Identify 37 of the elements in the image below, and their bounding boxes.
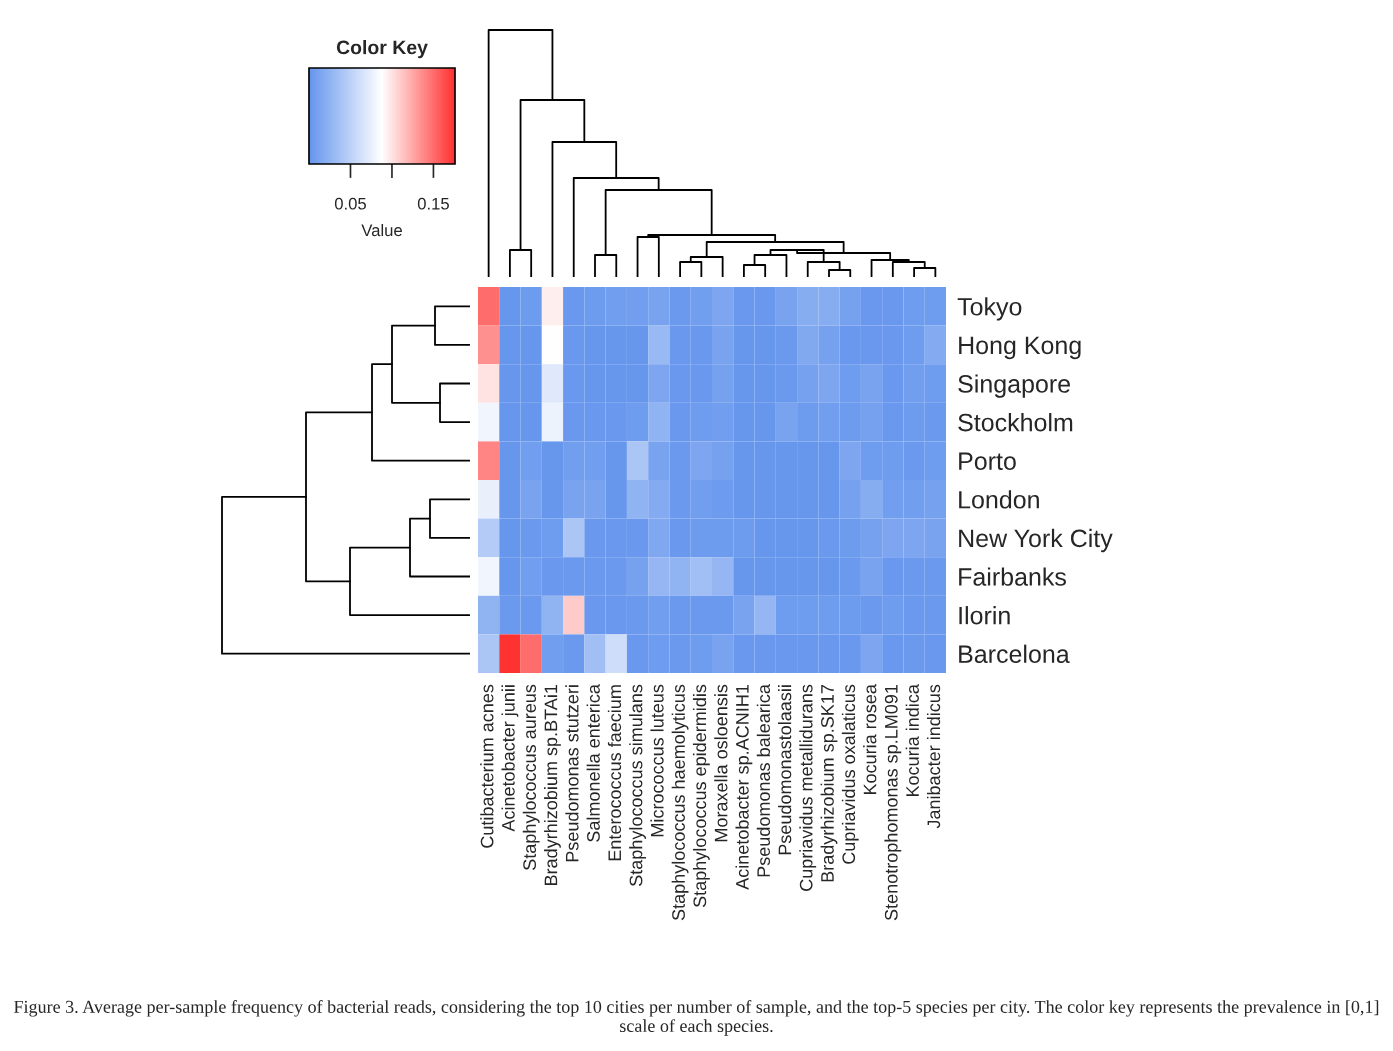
x-tick-label: Acinetobacter sp.ACNIH1 — [735, 684, 753, 890]
color-bar-label: 0.05 — [334, 197, 366, 210]
x-tick-label: Salmonella enterica — [586, 684, 600, 842]
x-tick-label: Pseudomonas balearica — [756, 684, 771, 877]
color-bar-label: 0.15 — [417, 197, 449, 210]
legend-title: Color Key — [336, 40, 428, 59]
x-tick-label: Staphylococcus aureus — [522, 684, 540, 870]
x-tick-label: Stenotrophomonas sp.LM091 — [884, 684, 902, 921]
y-tick-label: New York City — [959, 528, 1113, 553]
x-tick-label: Micrococcus luteus — [650, 684, 664, 837]
x-tick-label: Staphylococcus epidermidis — [692, 684, 710, 908]
y-tick-label: Barcelona — [959, 644, 1070, 663]
x-tick-label: Staphylococcus simulans — [629, 684, 646, 886]
x-tick-label: Bradyrhizobium sp.BTAi1 — [544, 684, 561, 885]
x-tick-label: Cutibacterium acnes — [480, 684, 494, 848]
x-tick-label: Pseudomonastolaasii — [778, 685, 792, 855]
y-tick-label: Stockholm — [958, 413, 1073, 432]
x-tick-label: Enterococcus faecium — [607, 685, 622, 861]
x-tick-label: Kocuria indica — [905, 684, 919, 797]
y-tick-label: Tokyo — [957, 297, 1022, 321]
x-tick-label: Cupriavidus metallidurans — [799, 684, 817, 891]
x-tick-label: Pseudomonas stutzeri — [565, 685, 579, 862]
x-tick-label: Moraxella osloensis — [714, 684, 728, 842]
x-tick-label: Kocuria rosea — [863, 684, 877, 795]
x-tick-label: Cupriavidus oxalaticus — [841, 684, 859, 864]
color-bar-title: Value — [361, 223, 402, 237]
y-tick-label: Singapore — [958, 374, 1070, 398]
x-tick-label: Staphylococcus haemolyticus — [671, 684, 689, 921]
x-tick-label: Acinetobacter junii — [501, 685, 519, 832]
caption: Figure 3. Average per-sample frequency of bacterial reads, considering the top 10 cities per number of sample, and the top-5 species per city. The color key represents the prevalence in [0,1] scale of each species. — [13, 1000, 1379, 1036]
y-tick-label: Porto — [959, 452, 1016, 470]
x-tick-label: Bradyrhizobium sp.SK17 — [820, 685, 838, 882]
y-tick-label: Ilorin — [959, 606, 1010, 625]
y-tick-label: Fairbanks — [959, 567, 1066, 586]
x-tick-label: Janibacter indicus — [926, 684, 941, 829]
y-tick-label: Hong Kong — [959, 336, 1081, 360]
y-tick-label: London — [959, 490, 1039, 509]
